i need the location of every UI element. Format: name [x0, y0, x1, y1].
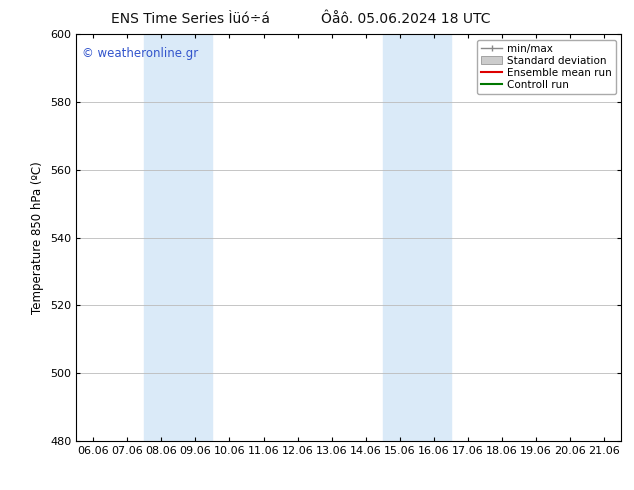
- Legend: min/max, Standard deviation, Ensemble mean run, Controll run: min/max, Standard deviation, Ensemble me…: [477, 40, 616, 94]
- Text: © weatheronline.gr: © weatheronline.gr: [82, 47, 198, 59]
- Text: ENS Time Series Ìüó÷á: ENS Time Series Ìüó÷á: [111, 12, 269, 26]
- Bar: [144, 34, 212, 441]
- Y-axis label: Temperature 850 hPa (ºC): Temperature 850 hPa (ºC): [32, 161, 44, 314]
- Bar: [383, 34, 451, 441]
- Text: Ôåô. 05.06.2024 18 UTC: Ôåô. 05.06.2024 18 UTC: [321, 12, 491, 26]
